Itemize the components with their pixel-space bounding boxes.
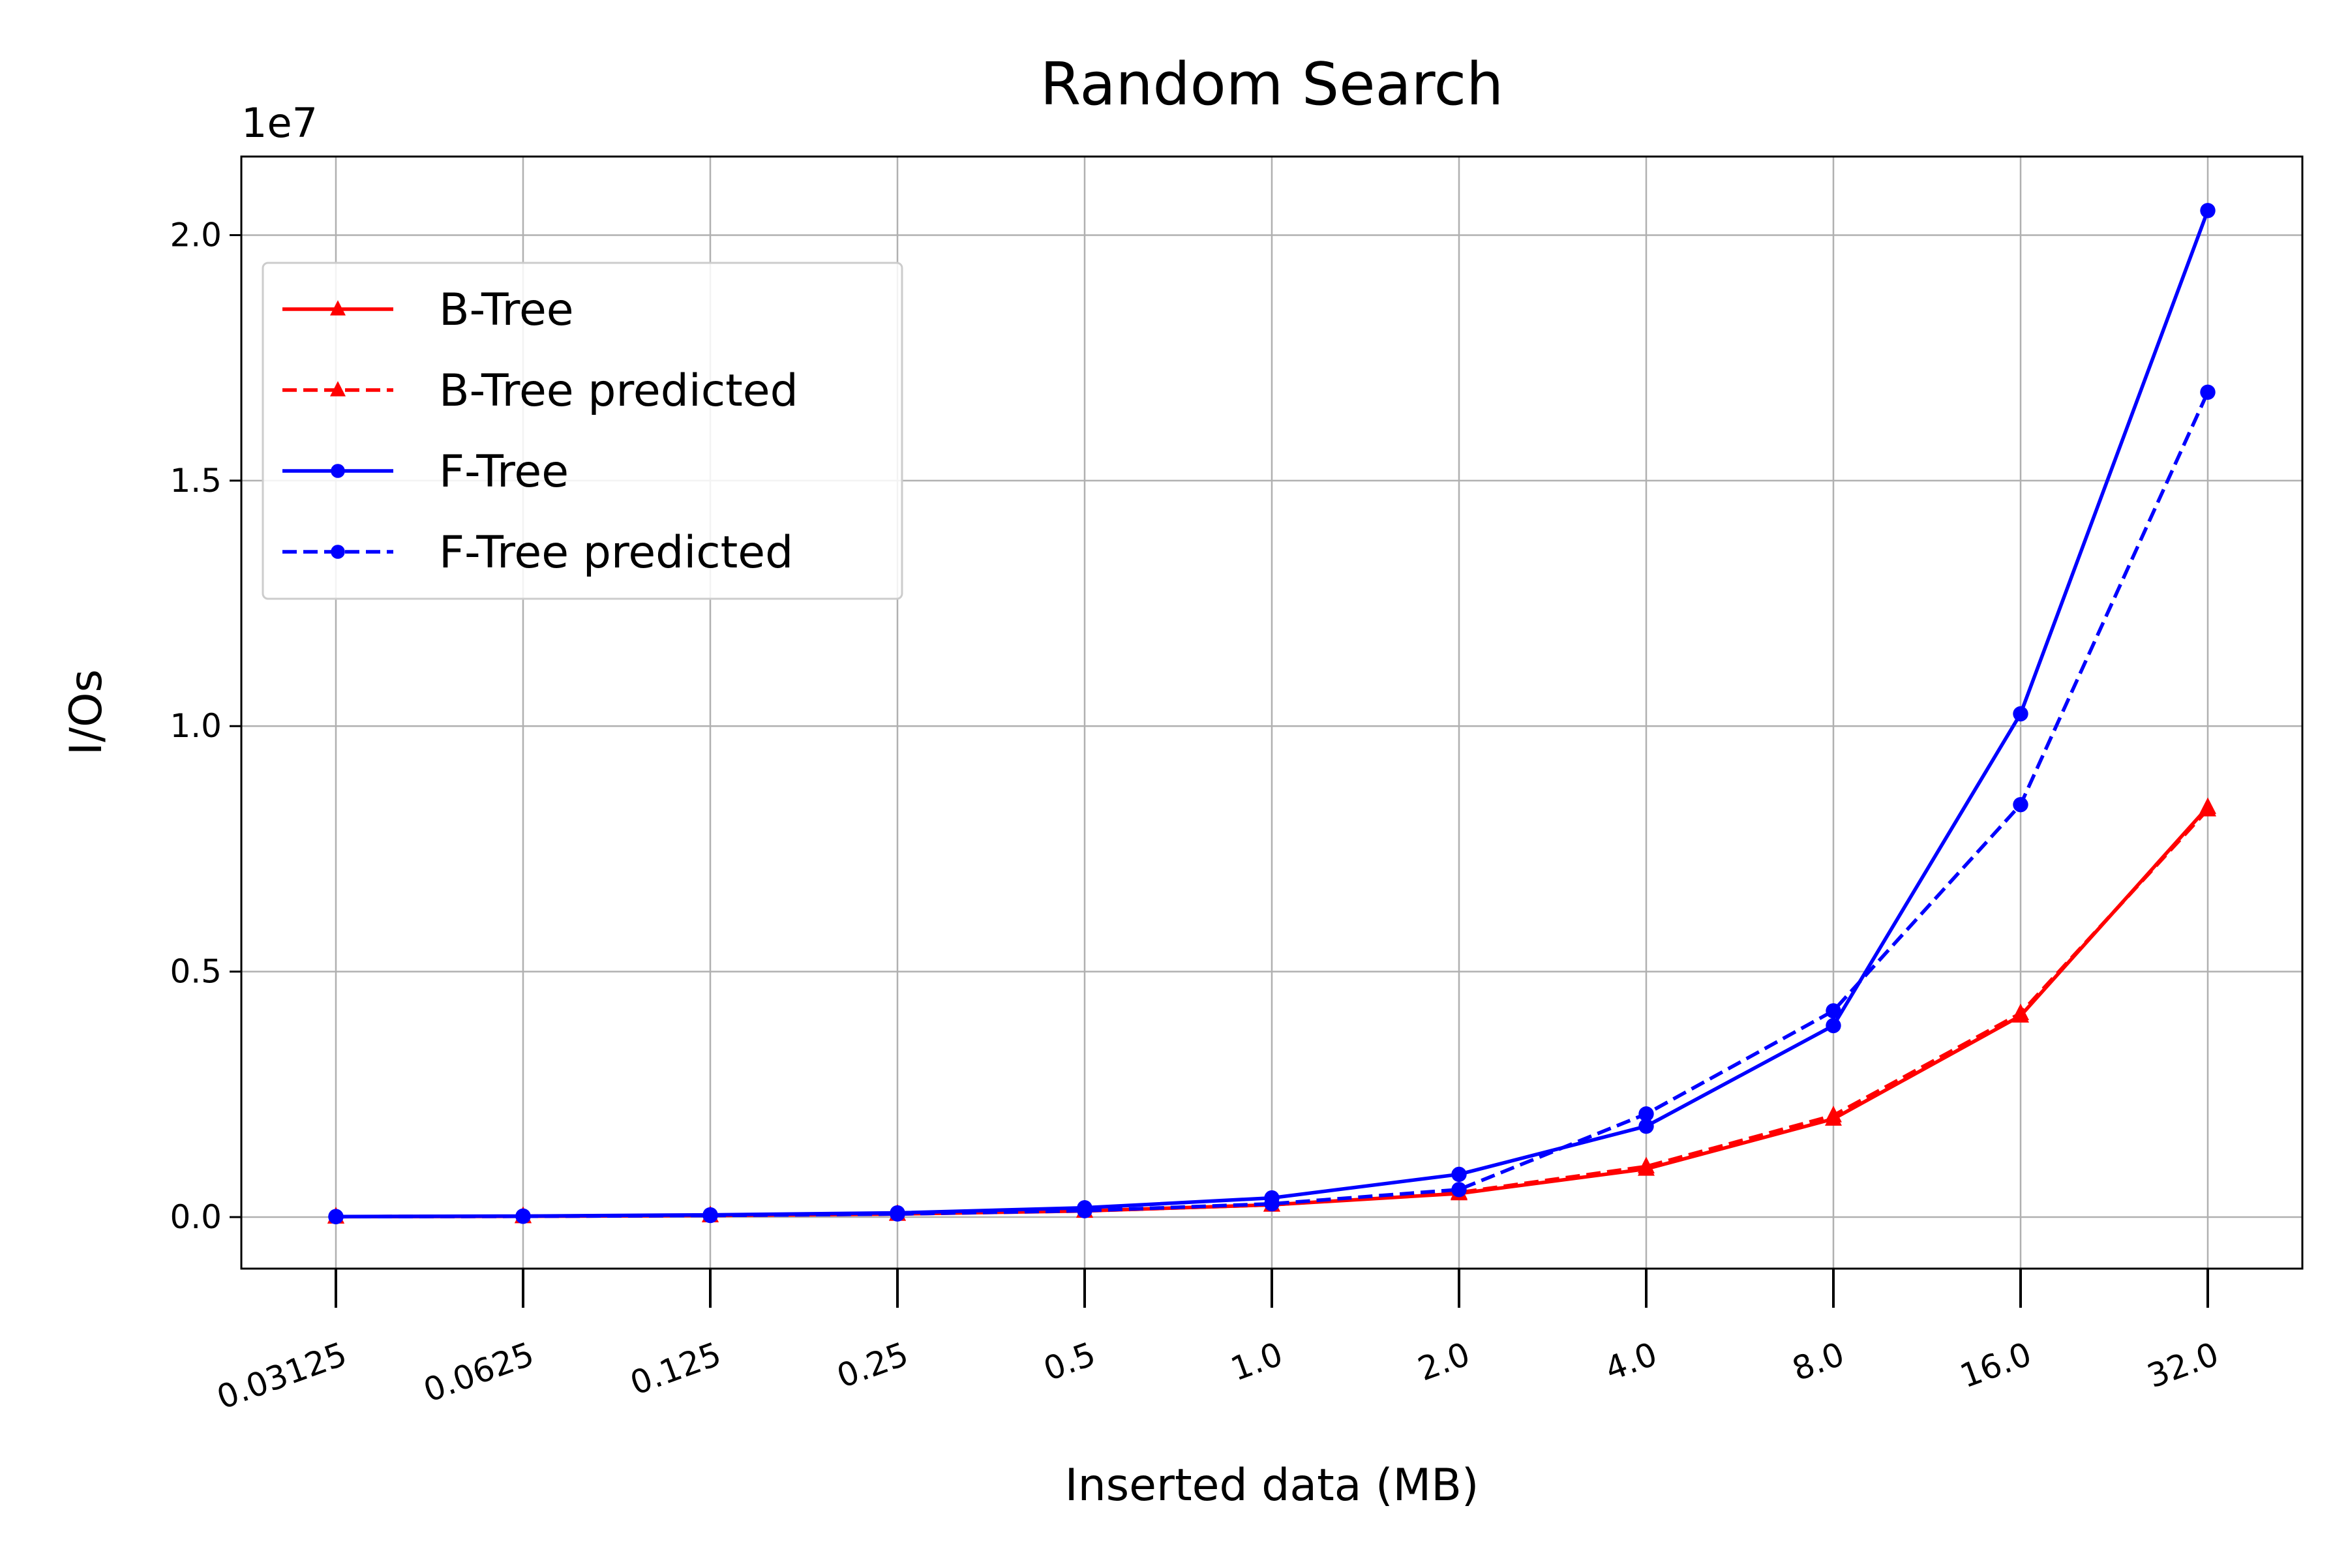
legend-marker [330,381,346,397]
data-point [702,1207,718,1224]
y-tick-label: 1.0 [170,707,222,745]
y-axis-label: I/Os [61,669,112,755]
x-axis-label: Inserted data (MB) [1065,1460,1479,1511]
legend-marker [330,300,346,316]
data-point [1825,1106,1842,1123]
data-point [328,1209,344,1225]
data-point [890,1206,905,1222]
y-axis-multiplier: 1e7 [241,99,318,147]
y-tick-label: 0.5 [170,953,222,991]
data-point [2199,800,2216,817]
chart-title: Random Search [1040,50,1503,119]
data-point [1077,1203,1092,1218]
data-point [2200,203,2216,219]
data-point [2013,796,2028,813]
data-point [1638,1118,1654,1134]
data-point [1638,1106,1654,1122]
legend-item: F-Tree [282,446,569,498]
data-point [1638,1156,1655,1173]
series-group [327,203,2216,1225]
legend: B-Tree B-Tree predicted F-Tree F-Tree predi… [262,262,903,600]
legend-item: B-Tree [282,284,574,336]
legend-label: F-Tree [439,446,569,498]
data-point [1826,1018,1841,1034]
legend-marker [331,545,345,559]
y-tick-label: 1.5 [170,462,222,500]
data-point [1451,1166,1467,1183]
series-line [335,808,2210,1219]
data-point [515,1209,531,1224]
series-f-tree-predicted [328,384,2216,1225]
series-line [335,391,2210,1219]
legend-label: F-Tree predicted [439,527,793,579]
data-point [1264,1196,1280,1212]
legend-item: B-Tree predicted [282,365,798,417]
legend-label: B-Tree [439,284,574,336]
legend-frame [262,262,903,600]
legend-label: B-Tree predicted [439,365,798,417]
data-point [1826,1003,1841,1019]
data-point [1451,1182,1467,1198]
legend-item: F-Tree predicted [282,527,793,579]
data-point [2012,1003,2029,1021]
data-point [2013,706,2028,722]
data-point [2200,384,2216,400]
y-tick-label: 2.0 [170,216,222,254]
legend-marker [331,464,345,478]
y-tick-label: 0.0 [170,1198,222,1236]
